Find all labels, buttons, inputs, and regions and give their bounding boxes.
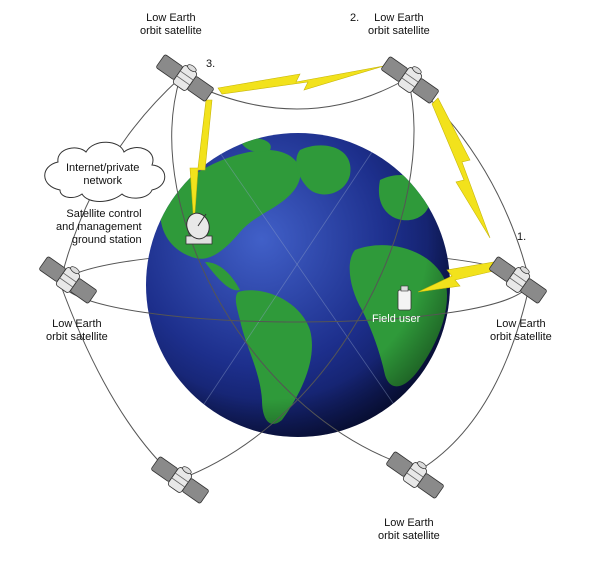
- satellite-1-icon: [486, 250, 552, 307]
- satellite-left-label: Low Earth orbit satellite: [46, 318, 108, 343]
- cloud-label: Internet/private network: [66, 162, 140, 187]
- satellite-1-number: 1.: [517, 231, 527, 243]
- satellite-3-label: Low Earth orbit satellite: [140, 12, 202, 37]
- field-user-label: Field user: [372, 313, 421, 325]
- satellite-left-icon: [36, 250, 102, 307]
- link-sat2-to-sat1: [431, 97, 491, 239]
- satellite-bottom-right-icon: [383, 445, 449, 502]
- satellite-2-label: Low Earth orbit satellite: [368, 12, 430, 37]
- ground-station-dish-icon: [185, 212, 213, 245]
- link-sat3-to-sat2: [217, 65, 385, 95]
- ground-station-label: Satellite control and management ground st…: [56, 208, 142, 246]
- satellite-2-icon: [378, 50, 444, 107]
- satellite-1-label: Low Earth orbit satellite: [490, 318, 552, 343]
- link-sat3-to-ground: [189, 99, 213, 227]
- earth-globe: [146, 133, 450, 437]
- communication-links: [189, 65, 499, 293]
- satellite-bottom-left-icon: [148, 450, 214, 507]
- cloud-icon: [44, 141, 166, 202]
- link-sat1-to-user: [417, 261, 499, 293]
- field-user-device-icon: [397, 285, 412, 311]
- satellite-bottom-right-label: Low Earth orbit satellite: [378, 517, 440, 542]
- satellite-2-number: 2.: [350, 12, 360, 24]
- satellite-3-number: 3.: [206, 58, 216, 70]
